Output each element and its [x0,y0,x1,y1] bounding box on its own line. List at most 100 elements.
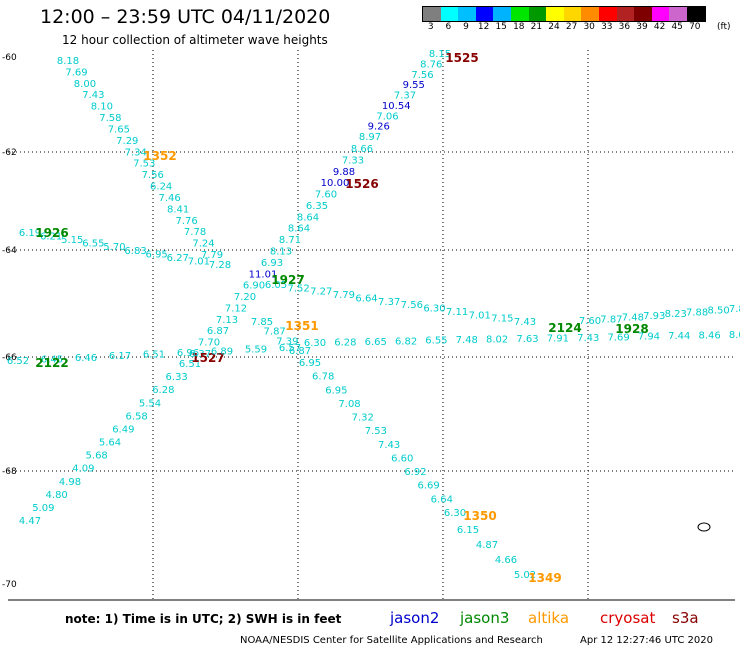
wave-height-value: 7.28 [209,260,231,271]
pass-time-label: 1926 [35,226,68,240]
legend-unit: (ft) [717,22,731,32]
legend-swatch [546,7,564,21]
wave-height-value: 6.52 [7,356,29,367]
legend-label: 24 [548,22,560,32]
wave-height-value: 7.76 [175,216,197,227]
legend-label: 27 [565,22,578,32]
wave-height-value: 4.98 [59,477,81,488]
wave-height-value: 7.43 [82,90,104,101]
wave-height-value: 6.55 [82,239,104,250]
wave-height-value: 7.01 [188,256,210,267]
wave-height-value: 7.53 [133,159,155,170]
legend-swatch [493,7,511,21]
wave-height-value: 7.27 [310,287,332,298]
wave-height-value: 8.15 [429,49,451,60]
wave-height-value: 8.10 [91,102,113,113]
wave-height-value: 7.88 [686,307,708,318]
wave-height-value: 7.44 [668,331,690,342]
wave-height-value: 5.59 [245,345,267,356]
wave-height-value: 6.19 [19,228,41,239]
track-1351: 7.857.877.396.87 1351 [251,317,319,357]
wave-height-value: 8.71 [279,235,301,246]
legend-label: 39 [636,22,648,32]
pass-time-label: 1351 [285,319,318,333]
wave-height-value: 6.27 [167,253,189,264]
pass-time-label: 1526 [345,177,378,191]
wave-height-value: 6.30 [304,338,326,349]
wave-height-value: 6.60 [391,453,413,464]
wave-height-value: 7.89 [729,304,740,315]
wave-height-value: 7.56 [142,170,164,181]
map-subtitle: 12 hour collection of altimeter wave hei… [62,33,328,47]
legend-label: 30 [583,22,595,32]
wave-height-value: 7.93 [643,311,665,322]
wave-height-value: 6.95 [325,385,347,396]
wave-height-value: 7.29 [116,136,138,147]
wave-height-value: 6.96 [177,348,199,359]
wave-height-map: -105-102-99-96-93-90-60-62-64-66-68-70 8… [2,49,740,601]
pass-time-label: 1525 [445,51,478,65]
pass-time-label: 2124 [548,321,581,335]
wave-height-value: 6.37 [189,349,211,360]
wave-height-value: 7.63 [516,334,538,345]
legend-swatch [686,7,705,21]
wave-height-value: 6.82 [395,336,417,347]
wave-height-value: 6.87 [207,326,229,337]
legend-swatch [458,7,476,21]
legend-swatch [510,7,529,21]
wave-height-value: 8.05 [729,330,740,341]
legend-label: 18 [513,22,525,32]
legend-label: 45 [671,22,683,32]
satellite-name: altika [528,609,570,627]
wave-height-value: 7.52 [288,283,310,294]
wave-height-value: 4.47 [19,516,41,527]
track-1350: 6.95 6.78 6.95 7.08 7.32 7.53 7.43 6.60 6.92 6.69… [299,358,497,523]
legend-swatch [634,7,652,21]
wave-height-value: 7.48 [622,313,644,324]
wave-height-value: 8.50 [707,306,729,317]
wave-height-value: 6.30 [423,304,445,315]
wave-height-value: 7.15 [491,314,513,325]
wave-height-value: 7.20 [234,292,256,303]
wave-height-value: 6.17 [109,351,131,362]
legend-label: 21 [530,22,543,32]
wave-height-value: 7.78 [184,227,206,238]
pass-time-label: 1928 [615,322,648,336]
wave-height-value: 6.78 [312,372,334,383]
pass-time-label: 2122 [35,356,68,370]
wave-height-value: 7.48 [456,335,478,346]
legend-swatch [475,7,494,21]
pass-time-label: 1349 [528,571,561,585]
wave-height-value: 7.24 [192,239,214,250]
pass-time-label: 1352 [143,149,176,163]
track-2124: 6.30 6.28 6.65 6.82 6.55 7.48 8.02 7.63 7.91 7.43… [304,321,740,349]
wave-height-value: 6.57 [279,343,301,354]
wave-height-value: 6.95 [146,249,168,260]
wave-height-value: 8.76 [420,59,442,70]
wave-height-value: 6.05 [265,280,287,291]
wave-height-value: 7.69 [65,67,87,78]
wave-height-value: 7.46 [159,193,181,204]
wave-height-value: 6.65 [365,337,387,348]
wave-height-value: 7.79 [333,290,355,301]
wave-height-value: 7.87 [264,327,286,338]
pass-time-label: 1350 [463,509,496,523]
wave-height-value: 6.58 [126,411,148,422]
wave-height-value: 6.24 [150,182,172,193]
wave-height-value: 6.28 [334,337,356,348]
lat-tick-label: -64 [2,246,17,256]
wave-height-value: 7.33 [342,155,364,166]
wave-height-value: 6.46 [75,353,97,364]
wave-height-value: 7.37 [394,91,416,102]
wave-height-value: 6.33 [166,372,188,383]
legend-swatch [423,7,441,21]
wave-height-value: 7.08 [338,399,360,410]
wave-height-value: 8.97 [359,132,381,143]
wave-height-value: 5.68 [86,451,108,462]
wave-height-value: 6.21 [40,232,62,243]
wave-height-value: 7.39 [276,336,298,347]
wave-height-value: 7.56 [401,300,423,311]
lat-lon-grid [8,50,735,601]
